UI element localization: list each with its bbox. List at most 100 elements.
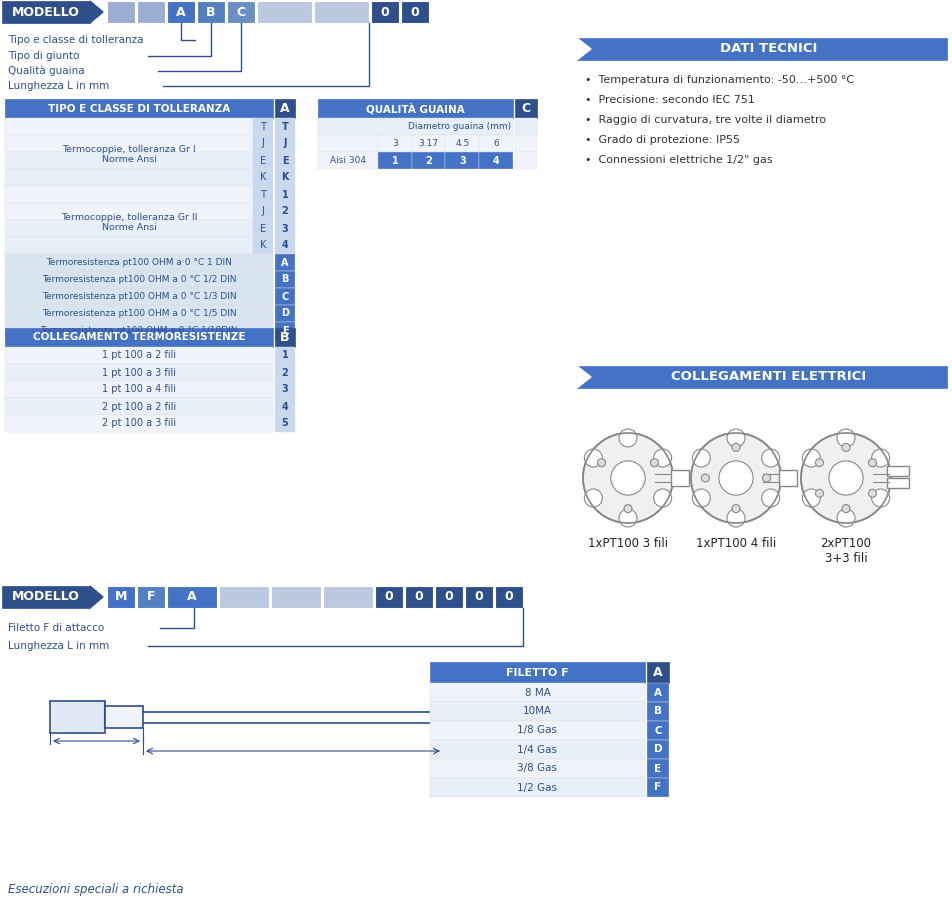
Bar [275,288,295,305]
Bar [275,99,295,118]
Text: D: D [653,744,662,755]
Bar [886,478,908,488]
Text: Norme Ansi: Norme Ansi [102,222,156,231]
Text: MODELLO: MODELLO [12,590,80,603]
Text: 3: 3 [282,223,288,233]
Text: A: A [281,258,288,267]
Text: 1: 1 [282,189,288,199]
Text: Qualità guaina: Qualità guaina [8,66,85,76]
Text: Termoresistenza pt100 OHM a 0 °C 1 DIN: Termoresistenza pt100 OHM a 0 °C 1 DIN [46,258,231,267]
Bar [445,135,479,152]
Text: 0: 0 [414,590,423,603]
Bar [5,381,272,398]
Text: 1/4 Gas: 1/4 Gas [517,744,557,755]
Text: 1xPT100 4 fili: 1xPT100 4 fili [695,537,775,550]
Text: 5: 5 [282,419,288,429]
Text: 2 pt 100 a 2 fili: 2 pt 100 a 2 fili [102,401,176,411]
Text: Termocoppie, tolleranza Gr I: Termocoppie, tolleranza Gr I [62,144,196,153]
Bar [670,470,688,486]
Bar [167,1,195,23]
Text: A: A [187,590,197,603]
Bar [5,322,272,339]
Text: 3: 3 [282,385,288,395]
Text: Esecuzioni speciali a richiesta: Esecuzioni speciali a richiesta [8,883,184,896]
Bar [313,1,368,23]
Text: F: F [147,590,155,603]
Bar [275,398,295,415]
Bar [405,586,432,608]
Bar [275,328,295,347]
Text: 4: 4 [492,155,499,165]
Text: A: A [176,6,186,18]
Text: K: K [281,173,288,183]
Bar [5,169,252,186]
Text: E: E [282,326,288,335]
Bar [318,152,378,169]
Text: 1/2 Gas: 1/2 Gas [517,782,557,792]
Bar [429,740,645,759]
Text: 0: 0 [380,6,389,18]
Circle shape [726,509,744,527]
Text: 1 pt 100 a 3 fili: 1 pt 100 a 3 fili [102,367,176,377]
Text: D: D [281,308,288,319]
Text: B: B [281,274,288,285]
Bar [275,322,295,339]
Bar [257,1,311,23]
Bar [5,347,272,364]
Bar [5,271,272,288]
Bar [275,305,295,322]
Bar [576,38,946,60]
Text: Lunghezza L in mm: Lunghezza L in mm [8,81,109,91]
Text: C: C [281,292,288,301]
Text: E: E [654,764,661,774]
Text: 8 MA: 8 MA [524,688,550,698]
Bar [778,470,796,486]
Text: Norme Ansi: Norme Ansi [102,154,156,163]
Bar [5,152,252,169]
Text: Filetto F di attacco: Filetto F di attacco [8,623,104,633]
Bar [370,1,399,23]
Circle shape [584,489,602,507]
Text: T: T [260,189,266,199]
Bar [434,586,463,608]
Text: 3/8 Gas: 3/8 Gas [517,764,557,774]
Circle shape [801,433,890,523]
Bar [323,586,372,608]
Text: A: A [652,666,663,679]
Bar [275,237,295,254]
Circle shape [610,461,645,495]
Bar [411,135,445,152]
Bar [252,169,272,186]
Text: 1/8 Gas: 1/8 Gas [517,725,557,735]
Bar [5,254,272,271]
Text: B: B [206,6,215,18]
Bar [252,135,272,152]
Bar [5,135,252,152]
Text: COLLEGAMENTO TERMORESISTENZE: COLLEGAMENTO TERMORESISTENZE [32,332,245,342]
Circle shape [650,459,658,466]
Bar [107,1,135,23]
Text: 1: 1 [391,155,398,165]
Bar [167,586,217,608]
Bar [275,152,295,169]
Text: Tipo di giunto: Tipo di giunto [8,51,79,61]
Text: 4: 4 [282,241,288,251]
Text: Diametro guaina (mm): Diametro guaina (mm) [407,122,510,131]
Circle shape [718,461,752,495]
Bar [514,118,536,135]
Polygon shape [89,586,103,608]
Text: •  Grado di protezione: IP55: • Grado di protezione: IP55 [585,135,739,145]
Bar [275,364,295,381]
Circle shape [624,505,631,512]
Circle shape [802,449,820,467]
Bar [107,586,135,608]
Circle shape [653,489,671,507]
Text: Aisi 304: Aisi 304 [329,156,366,165]
Bar [318,118,512,135]
Circle shape [836,429,854,447]
Bar [445,152,479,169]
Text: E: E [260,223,266,233]
Text: F: F [654,782,661,792]
Circle shape [842,443,849,452]
Bar [270,586,321,608]
